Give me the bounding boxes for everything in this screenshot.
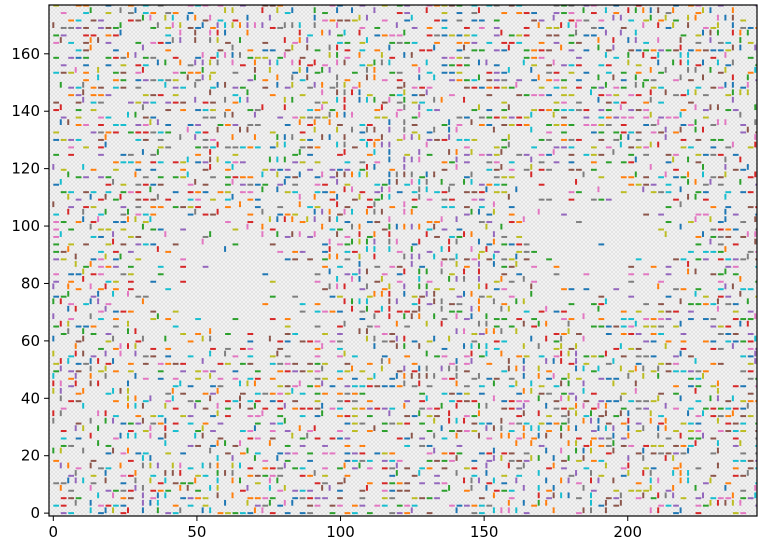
x-tick-label: 50 — [187, 523, 206, 541]
y-tick-label: 100 — [11, 217, 40, 235]
y-tick-label: 0 — [30, 504, 40, 522]
x-tick-label: 0 — [49, 523, 59, 541]
plot-background — [49, 5, 757, 516]
y-tick-label: 120 — [11, 160, 40, 178]
x-tick-label: 150 — [470, 523, 499, 541]
x-tick-label: 200 — [613, 523, 642, 541]
x-axis: 0 50 100 150 200 — [49, 516, 642, 541]
y-tick-label: 20 — [21, 447, 40, 465]
y-tick-label: 140 — [11, 102, 40, 120]
y-tick-label: 80 — [21, 274, 40, 292]
segments — [52, 5, 757, 515]
y-tick-label: 60 — [21, 332, 40, 350]
y-axis: 0 20 40 60 80 100 120 140 160 — [11, 45, 49, 522]
y-tick-label: 40 — [21, 389, 40, 407]
x-tick-label: 100 — [326, 523, 355, 541]
plot-frame — [48, 4, 758, 517]
y-tick-label: 160 — [11, 45, 40, 63]
